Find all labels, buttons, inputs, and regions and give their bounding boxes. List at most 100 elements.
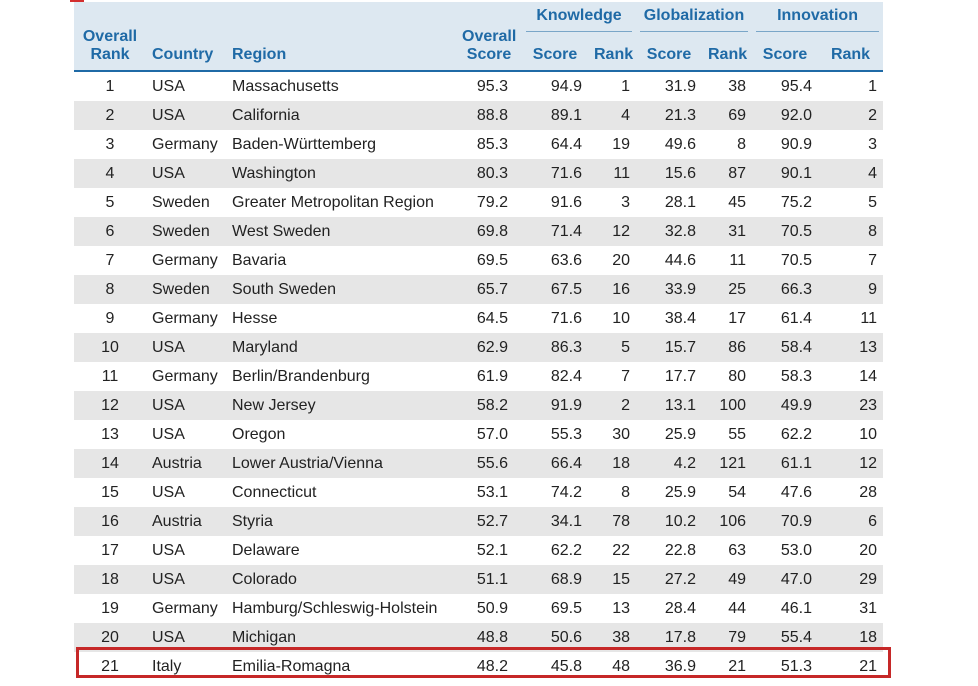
cell-innovation-rank: 7 [818,246,884,275]
cell-knowledge-score: 74.2 [522,478,588,507]
cell-innovation-rank: 4 [818,159,884,188]
cell-globalization-rank: 45 [702,188,753,217]
cell-overall-rank: 10 [74,333,146,362]
cell-globalization-rank: 55 [702,420,753,449]
cell-region: Colorado [226,565,456,594]
cell-globalization-score: 10.2 [636,507,702,536]
cell-globalization-score: 21.3 [636,101,702,130]
header-group-innovation: Innovation [752,2,884,32]
cell-overall-score: 64.5 [456,304,522,333]
cell-innovation-score: 66.3 [752,275,819,304]
header-innovation-rank: Rank [818,32,884,71]
cell-innovation-score: 55.4 [752,623,819,652]
cell-knowledge-rank: 4 [588,101,636,130]
cell-innovation-score: 47.6 [752,478,819,507]
table-header: Overall Rank Country Region Overall Scor… [74,2,884,71]
cell-innovation-score: 62.2 [752,420,819,449]
cell-knowledge-rank: 7 [588,362,636,391]
cell-knowledge-score: 71.4 [522,217,588,246]
table-row: 10 USA Maryland 62.9 86.3 5 15.7 86 58.4 13 [74,333,884,362]
cell-overall-rank: 18 [74,565,146,594]
cell-country: Austria [146,507,226,536]
cell-knowledge-score: 62.2 [522,536,588,565]
cell-globalization-rank: 8 [702,130,753,159]
cell-globalization-score: 17.8 [636,623,702,652]
cell-region: Styria [226,507,456,536]
table-row: 15 USA Connecticut 53.1 74.2 8 25.9 54 47.6 28 [74,478,884,507]
cell-country: USA [146,101,226,130]
cell-region: Baden-Württemberg [226,130,456,159]
cell-knowledge-score: 91.9 [522,391,588,420]
cell-knowledge-rank: 2 [588,391,636,420]
cell-globalization-score: 28.4 [636,594,702,623]
cell-innovation-score: 61.1 [752,449,819,478]
cell-country: Germany [146,594,226,623]
cell-overall-score: 50.9 [456,594,522,623]
cell-overall-rank: 15 [74,478,146,507]
cell-innovation-rank: 21 [818,652,884,681]
cell-overall-rank: 12 [74,391,146,420]
cell-innovation-rank: 8 [818,217,884,246]
cell-knowledge-rank: 16 [588,275,636,304]
cell-globalization-score: 4.2 [636,449,702,478]
header-overall-rank: Overall Rank [74,2,146,71]
header-knowledge-score: Score [522,32,588,71]
cell-overall-score: 57.0 [456,420,522,449]
cell-innovation-rank: 14 [818,362,884,391]
cell-innovation-score: 51.3 [752,652,819,681]
cell-globalization-rank: 106 [702,507,753,536]
header-group-globalization: Globalization [636,2,753,32]
table-row: 14 Austria Lower Austria/Vienna 55.6 66.4 18 4… [74,449,884,478]
cell-innovation-score: 70.5 [752,246,819,275]
cell-country: Germany [146,304,226,333]
group-underline [756,31,880,32]
cell-innovation-rank: 29 [818,565,884,594]
cell-knowledge-rank: 18 [588,449,636,478]
cell-region: Hamburg/Schleswig-Holstein [226,594,456,623]
cell-overall-score: 51.1 [456,565,522,594]
cell-overall-rank: 11 [74,362,146,391]
cell-region: Washington [226,159,456,188]
cell-overall-score: 85.3 [456,130,522,159]
cell-knowledge-score: 67.5 [522,275,588,304]
cell-globalization-rank: 63 [702,536,753,565]
cell-region: Emilia-Romagna [226,652,456,681]
cell-innovation-rank: 23 [818,391,884,420]
cell-overall-rank: 9 [74,304,146,333]
cell-region: Oregon [226,420,456,449]
cell-globalization-score: 25.9 [636,478,702,507]
ranking-table-container: Overall Rank Country Region Overall Scor… [74,2,884,681]
cell-globalization-rank: 17 [702,304,753,333]
cell-overall-score: 62.9 [456,333,522,362]
cell-knowledge-rank: 13 [588,594,636,623]
cell-overall-rank: 8 [74,275,146,304]
cell-globalization-rank: 31 [702,217,753,246]
cell-knowledge-score: 66.4 [522,449,588,478]
cell-country: Sweden [146,217,226,246]
cell-overall-rank: 3 [74,130,146,159]
cell-country: USA [146,71,226,101]
cell-globalization-score: 15.6 [636,159,702,188]
cell-knowledge-score: 86.3 [522,333,588,362]
cell-country: Italy [146,652,226,681]
table-row: 4 USA Washington 80.3 71.6 11 15.6 87 90.1 4 [74,159,884,188]
table-row: 20 USA Michigan 48.8 50.6 38 17.8 79 55.4 18 [74,623,884,652]
cell-innovation-score: 46.1 [752,594,819,623]
table-row: 2 USA California 88.8 89.1 4 21.3 69 92.0 2 [74,101,884,130]
cell-globalization-rank: 21 [702,652,753,681]
cell-knowledge-score: 64.4 [522,130,588,159]
cell-region: California [226,101,456,130]
table-row: 1 USA Massachusetts 95.3 94.9 1 31.9 38 95.4 1 [74,71,884,101]
cell-innovation-score: 75.2 [752,188,819,217]
cell-globalization-rank: 44 [702,594,753,623]
cell-region: Michigan [226,623,456,652]
cell-globalization-rank: 121 [702,449,753,478]
cell-innovation-rank: 9 [818,275,884,304]
table-row: 21 Italy Emilia-Romagna 48.2 45.8 48 36.9 21 51.… [74,652,884,681]
cell-country: USA [146,623,226,652]
table-row: 12 USA New Jersey 58.2 91.9 2 13.1 100 49.9 23 [74,391,884,420]
cell-globalization-rank: 100 [702,391,753,420]
cell-overall-rank: 19 [74,594,146,623]
cell-innovation-rank: 5 [818,188,884,217]
header-country: Country [146,2,226,71]
